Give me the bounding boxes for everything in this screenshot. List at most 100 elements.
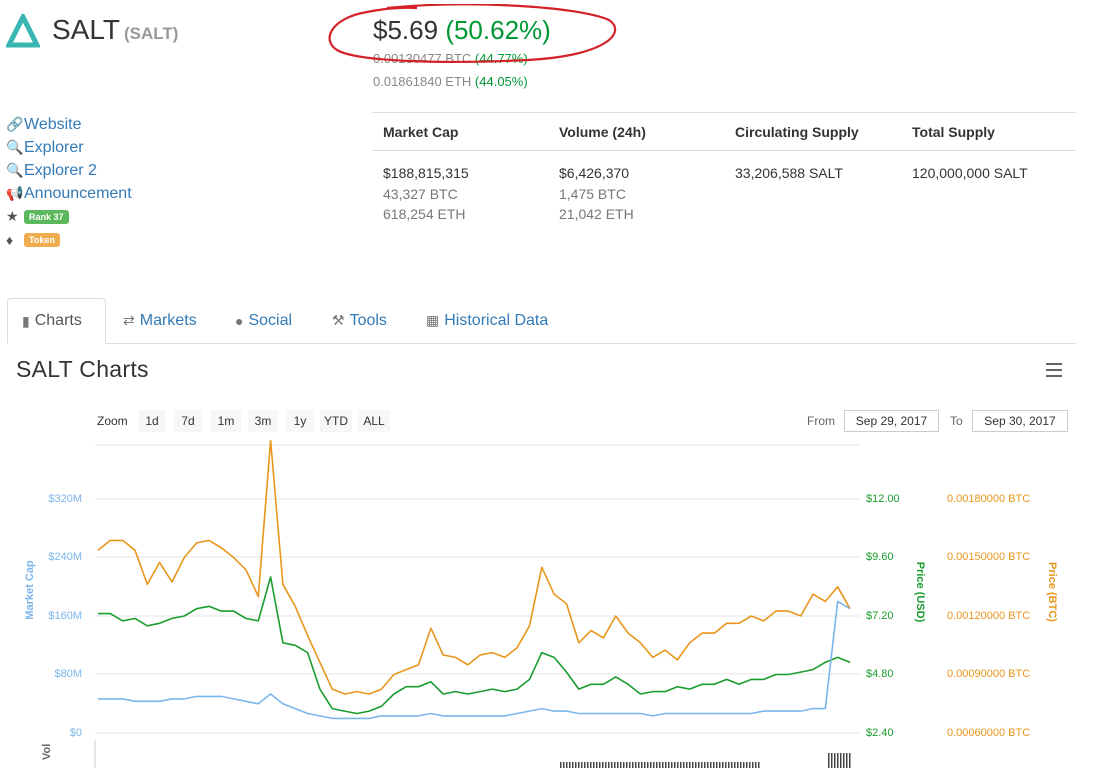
volume-bar xyxy=(831,753,833,768)
explorer-link[interactable]: Explorer xyxy=(24,138,84,156)
volume-bar xyxy=(578,762,580,768)
tab-bar: ▮ Charts ⇄ Markets ● Social ⚒ Tools ▦ Hi… xyxy=(7,298,1076,344)
btc-tick-label: 0.00120000 BTC xyxy=(947,610,1030,622)
series-line-price-btc xyxy=(97,440,851,695)
volume-bar xyxy=(725,762,727,768)
usd-tick-label: $7.20 xyxy=(866,610,894,622)
search-icon: 🔍 xyxy=(6,162,24,178)
coin-title: SALT (SALT) xyxy=(52,14,178,46)
tab-charts[interactable]: ▮ Charts xyxy=(7,298,106,344)
tab-tools[interactable]: ⚒ Tools xyxy=(318,298,401,343)
volume-bar xyxy=(671,762,673,768)
from-date-input[interactable]: Sep 29, 2017 xyxy=(844,410,939,432)
volume-btc: 1,475 BTC xyxy=(559,185,626,202)
stats-header-row: Market Cap Volume (24h) Circulating Supp… xyxy=(372,113,1076,151)
volume-bar xyxy=(698,762,700,768)
zoom-1d-button[interactable]: 1d xyxy=(139,410,165,432)
website-link-row[interactable]: 🔗 Website xyxy=(6,113,132,136)
btc-tick-label: 0.00090000 BTC xyxy=(947,668,1030,680)
volume-bar xyxy=(668,762,670,768)
volume-bar xyxy=(635,762,637,768)
series-line-price-usd xyxy=(98,576,851,715)
header-total-supply: Total Supply xyxy=(912,123,995,140)
menu-icon[interactable] xyxy=(1046,363,1062,377)
header-volume: Volume (24h) xyxy=(559,123,646,140)
left-tick-label: $320M xyxy=(48,493,82,505)
volume-bar xyxy=(707,762,709,768)
zoom-1m-button[interactable]: 1m xyxy=(211,410,241,432)
volume-bar xyxy=(614,762,616,768)
left-tick-label: $80M xyxy=(54,668,82,680)
volume-bar xyxy=(689,762,691,768)
from-label: From xyxy=(807,414,835,428)
price-chart[interactable]: $320M $240M $160M $80M $0 Market Cap $12… xyxy=(0,440,1110,768)
star-icon: ★ xyxy=(6,208,19,224)
volume-bar xyxy=(632,762,634,768)
link-icon: 🔗 xyxy=(6,116,24,132)
volume-bar xyxy=(596,762,598,768)
volume-bar xyxy=(704,762,706,768)
price-usd-change: (50.62%) xyxy=(445,15,551,45)
zoom-ytd-button[interactable]: YTD xyxy=(320,410,352,432)
tab-social[interactable]: ● Social xyxy=(221,298,306,343)
zoom-all-button[interactable]: ALL xyxy=(358,410,390,432)
volume-bar xyxy=(828,753,830,768)
volume-bar xyxy=(608,762,610,768)
tag-icon: ♦ xyxy=(6,231,14,248)
zoom-label: Zoom xyxy=(97,414,128,428)
tab-markets[interactable]: ⇄ Markets xyxy=(109,298,211,343)
btc-tick-label: 0.00180000 BTC xyxy=(947,493,1030,505)
total-supply-cell: 120,000,000 SALT xyxy=(901,163,1076,225)
zoom-1y-button[interactable]: 1y xyxy=(286,410,314,432)
explorer2-link-row[interactable]: 🔍 Explorer 2 xyxy=(6,159,132,182)
globe-icon: ● xyxy=(235,312,244,329)
exchange-icon: ⇄ xyxy=(123,312,135,328)
volume-bar xyxy=(653,762,655,768)
volume-bar xyxy=(719,762,721,768)
zoom-3m-button[interactable]: 3m xyxy=(248,410,278,432)
tab-historical-data-label: Historical Data xyxy=(444,311,549,329)
website-link[interactable]: Website xyxy=(24,115,82,133)
series-line-market-cap xyxy=(98,600,851,720)
usd-tick-label: $12.00 xyxy=(866,493,900,505)
volume-bar xyxy=(629,762,631,768)
left-axis-title: Market Cap xyxy=(24,560,36,620)
volume-bar xyxy=(843,753,845,768)
rank-badge: Rank 37 xyxy=(24,209,69,224)
volume-bar xyxy=(599,762,601,768)
volume-bar xyxy=(840,753,842,768)
market-cap-eth: 618,254 ETH xyxy=(383,206,466,222)
announcement-link[interactable]: Announcement xyxy=(24,184,132,202)
price-eth-value: 0.01861840 ETH xyxy=(373,74,472,89)
announcement-link-row[interactable]: 📢 Announcement xyxy=(6,182,132,205)
volume-bars xyxy=(560,753,851,768)
volume-bar xyxy=(587,762,589,768)
circulating-supply-value: 33,206,588 SALT xyxy=(735,165,843,181)
volume-bar xyxy=(560,762,562,768)
volume-bar xyxy=(638,762,640,768)
volume-bar xyxy=(695,762,697,768)
volume-eth: 21,042 ETH xyxy=(559,206,634,222)
volume-bar xyxy=(593,762,595,768)
volume-usd: $6,426,370 xyxy=(559,165,630,181)
volume-bar xyxy=(692,762,694,768)
price-usd: $5.69 (50.62%) xyxy=(373,15,551,46)
tab-historical-data[interactable]: ▦ Historical Data xyxy=(412,298,562,343)
tab-markets-label: Markets xyxy=(139,311,197,329)
market-cap-usd: $188,815,315 xyxy=(383,165,469,181)
to-date-input[interactable]: Sep 30, 2017 xyxy=(972,410,1068,432)
explorer-link-row[interactable]: 🔍 Explorer xyxy=(6,136,132,159)
tab-tools-label: Tools xyxy=(349,311,387,329)
volume-bar xyxy=(758,762,760,768)
volume-bar xyxy=(752,762,754,768)
volume-bar xyxy=(647,762,649,768)
left-tick-label: $240M xyxy=(48,551,82,563)
price-usd-value: $5.69 xyxy=(373,15,439,45)
zoom-7d-button[interactable]: 7d xyxy=(174,410,202,432)
explorer2-link[interactable]: Explorer 2 xyxy=(24,161,97,179)
market-cap-btc: 43,327 BTC xyxy=(383,185,458,202)
volume-bar xyxy=(686,762,688,768)
usd-axis-title: Price (USD) xyxy=(914,562,926,623)
volume-bar xyxy=(737,762,739,768)
stats-body-row: $188,815,315 43,327 BTC 618,254 ETH $6,4… xyxy=(372,151,1076,225)
